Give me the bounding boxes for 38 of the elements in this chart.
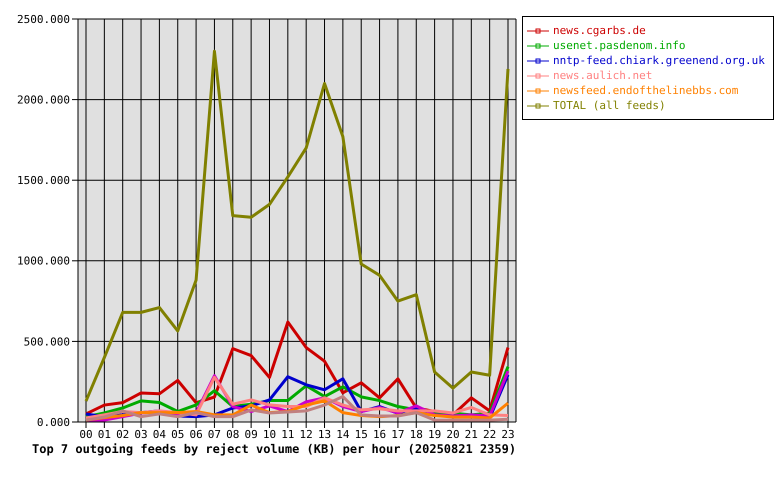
legend-label: nntp-feed.chiark.greenend.org.uk bbox=[553, 53, 765, 68]
x-tick-label: 13 bbox=[318, 428, 332, 441]
x-tick-label: 21 bbox=[464, 428, 478, 441]
y-tick-label: 500.000 bbox=[24, 335, 70, 348]
x-axis-title: Top 7 outgoing feeds by reject volume (KB) per hour (20250821 2359) bbox=[32, 442, 516, 456]
legend-label: TOTAL (all feeds) bbox=[553, 98, 666, 113]
x-tick-label: 10 bbox=[262, 428, 276, 441]
legend-label: news.aulich.net bbox=[553, 68, 652, 83]
x-tick-label: 05 bbox=[171, 428, 184, 441]
x-tick-label: 01 bbox=[98, 428, 111, 441]
x-tick-label: 09 bbox=[244, 428, 258, 441]
x-tick-label: 22 bbox=[483, 428, 496, 441]
x-tick-label: 00 bbox=[79, 428, 93, 441]
x-tick-label: 16 bbox=[372, 428, 386, 441]
x-tick-label: 06 bbox=[189, 428, 203, 441]
x-tick-label: 18 bbox=[410, 428, 423, 441]
line-series bbox=[84, 50, 510, 403]
x-tick-label: 03 bbox=[134, 428, 148, 441]
legend-label: newsfeed.endofthelinebbs.com bbox=[553, 83, 738, 98]
y-tick-label: 2500.000 bbox=[17, 12, 70, 26]
x-tick-label: 14 bbox=[336, 428, 350, 441]
y-tick-label: 1500.000 bbox=[17, 174, 70, 188]
x-tick-label: 08 bbox=[226, 428, 240, 441]
x-tick-label: 19 bbox=[428, 428, 442, 441]
legend-label: news.cgarbs.de bbox=[553, 23, 646, 38]
legend-label: usenet.pasdenom.info bbox=[553, 38, 686, 53]
x-tick-label: 04 bbox=[152, 428, 166, 441]
x-tick-label: 11 bbox=[281, 428, 294, 441]
x-tick-label: 12 bbox=[300, 428, 313, 441]
y-tick-label: 0.000 bbox=[36, 416, 70, 429]
y-tick-label: 1000.000 bbox=[17, 254, 70, 268]
x-tick-label: 20 bbox=[446, 428, 460, 441]
x-tick-label: 15 bbox=[354, 428, 368, 441]
x-tick-label: 23 bbox=[501, 428, 515, 441]
y-tick-label: 2000.000 bbox=[17, 94, 70, 107]
x-tick-label: 17 bbox=[391, 428, 405, 441]
x-tick-label: 02 bbox=[116, 428, 130, 441]
x-tick-label: 07 bbox=[208, 428, 222, 441]
